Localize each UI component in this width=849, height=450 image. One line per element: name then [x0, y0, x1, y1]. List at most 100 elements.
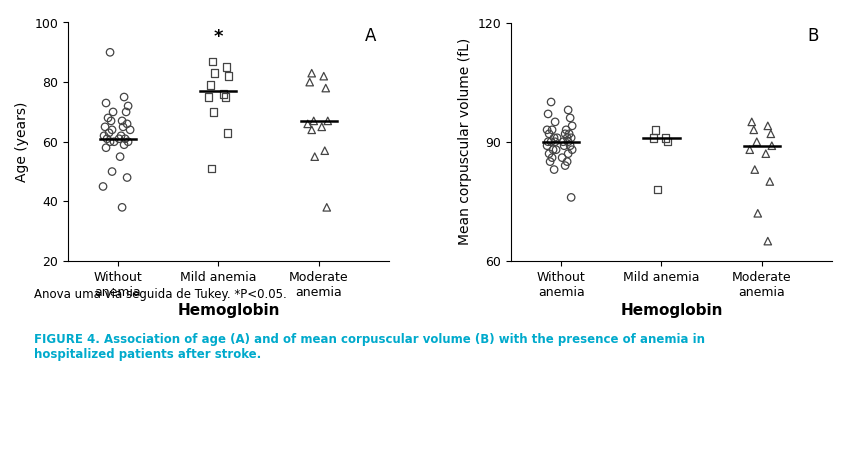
Point: [99, 144, 113, 151]
Point: [117, 94, 131, 101]
Point: [303, 78, 317, 86]
Point: [121, 174, 134, 181]
Point: [565, 146, 579, 153]
Point: [763, 178, 777, 185]
Point: [540, 142, 554, 149]
Point: [661, 138, 674, 145]
Point: [564, 142, 577, 149]
Point: [104, 138, 117, 145]
Point: [565, 122, 579, 130]
X-axis label: Hemoglobin: Hemoglobin: [177, 303, 279, 318]
Point: [101, 114, 115, 122]
Text: A: A: [365, 27, 376, 45]
Point: [100, 135, 114, 142]
Point: [564, 114, 577, 122]
Text: *: *: [214, 28, 223, 46]
Point: [113, 153, 127, 160]
Point: [559, 126, 573, 133]
Text: B: B: [807, 27, 819, 45]
Point: [307, 117, 321, 125]
Point: [318, 147, 332, 154]
Point: [545, 126, 559, 133]
Point: [559, 130, 572, 137]
Point: [544, 138, 558, 145]
Point: [761, 122, 774, 130]
Point: [548, 134, 561, 141]
Point: [562, 130, 576, 137]
Point: [222, 72, 235, 80]
Point: [115, 117, 129, 125]
Point: [556, 138, 570, 145]
Point: [305, 70, 318, 77]
Point: [112, 135, 126, 142]
Point: [546, 146, 559, 153]
Point: [542, 138, 555, 145]
Point: [561, 106, 575, 113]
Point: [540, 126, 554, 133]
Point: [317, 72, 330, 80]
Point: [543, 158, 557, 165]
Point: [315, 123, 329, 130]
Point: [557, 142, 571, 149]
Point: [559, 162, 572, 169]
Point: [205, 58, 219, 65]
Point: [550, 134, 564, 141]
Point: [102, 129, 115, 136]
Point: [560, 134, 574, 141]
Point: [565, 194, 578, 201]
Point: [751, 210, 765, 217]
Point: [201, 94, 215, 101]
Point: [748, 166, 762, 173]
Point: [205, 165, 218, 172]
Point: [320, 204, 334, 211]
Point: [105, 168, 119, 175]
Point: [121, 103, 135, 110]
Point: [759, 150, 773, 158]
Text: Anova uma via seguida de Tukey. *P<0.05.: Anova uma via seguida de Tukey. *P<0.05.: [34, 288, 287, 301]
Point: [743, 146, 756, 153]
Point: [543, 130, 556, 137]
Point: [545, 154, 559, 161]
Y-axis label: Mean corpuscular volume (fL): Mean corpuscular volume (fL): [458, 38, 472, 245]
Point: [104, 117, 118, 125]
Point: [543, 150, 556, 158]
Point: [650, 186, 664, 193]
Point: [115, 204, 129, 211]
Point: [561, 138, 575, 145]
Point: [761, 238, 774, 245]
Point: [544, 99, 558, 106]
Point: [99, 99, 113, 107]
Point: [750, 138, 763, 145]
X-axis label: Hemoglobin: Hemoglobin: [621, 303, 722, 318]
Point: [98, 123, 112, 130]
Point: [745, 118, 758, 126]
Point: [220, 63, 233, 71]
Point: [219, 94, 233, 101]
Point: [765, 142, 779, 149]
Point: [208, 70, 222, 77]
Point: [115, 132, 128, 140]
Point: [549, 146, 563, 153]
Point: [116, 123, 130, 130]
Point: [98, 132, 111, 140]
Y-axis label: Age (years): Age (years): [14, 102, 29, 182]
Point: [206, 108, 220, 116]
Point: [301, 120, 314, 127]
Point: [565, 134, 578, 141]
Point: [649, 126, 662, 133]
Point: [118, 135, 132, 142]
Point: [747, 126, 761, 133]
Point: [117, 141, 131, 149]
Point: [647, 134, 661, 141]
Point: [308, 153, 322, 160]
Point: [107, 138, 121, 145]
Point: [96, 183, 110, 190]
Point: [106, 108, 120, 116]
Point: [561, 150, 575, 158]
Point: [764, 130, 778, 137]
Point: [305, 126, 318, 133]
Point: [548, 138, 562, 145]
Point: [104, 49, 117, 56]
Point: [216, 90, 230, 98]
Point: [204, 81, 217, 89]
